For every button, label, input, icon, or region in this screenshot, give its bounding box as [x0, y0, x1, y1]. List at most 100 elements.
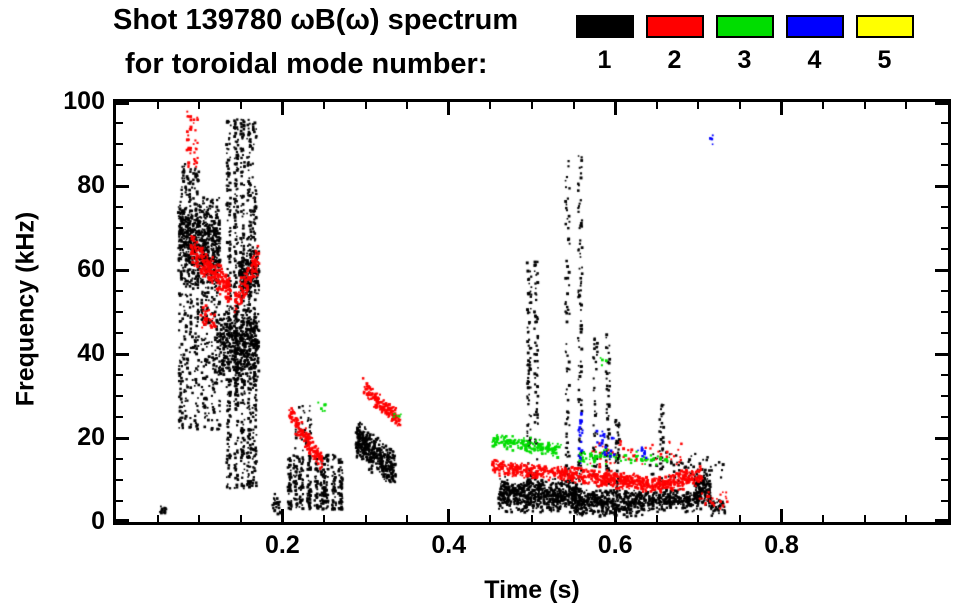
tick-mark — [941, 500, 948, 502]
legend-swatch — [855, 15, 914, 38]
tick-mark — [941, 332, 948, 334]
tick-mark — [572, 515, 575, 522]
tick-mark — [905, 515, 908, 522]
tick-mark — [935, 352, 948, 356]
tick-mark — [941, 479, 948, 481]
tick-mark — [941, 290, 948, 292]
tick-mark — [863, 515, 866, 522]
tick-mark — [935, 436, 948, 440]
tick-mark — [323, 102, 325, 109]
tick-mark — [198, 515, 201, 522]
x-tick-label: 0.4 — [431, 531, 467, 559]
tick-mark — [116, 436, 129, 440]
tick-mark — [198, 102, 201, 109]
x-tick-label: 0.2 — [265, 531, 300, 559]
legend-item-mode-2: 2 — [645, 15, 704, 75]
y-axis-label: Frequency (kHz) — [11, 211, 40, 407]
tick-mark — [935, 519, 948, 522]
tick-mark — [941, 164, 948, 166]
tick-mark — [613, 102, 617, 115]
tick-mark — [280, 509, 284, 522]
tick-mark — [822, 515, 825, 522]
tick-mark — [116, 102, 129, 105]
mode-legend: 1 2 3 4 5 — [575, 15, 914, 75]
tick-mark — [116, 164, 123, 166]
tick-mark — [780, 102, 784, 115]
y-tick-label: 20 — [77, 423, 105, 451]
y-tick-label: 40 — [77, 339, 105, 367]
tick-mark — [822, 102, 825, 109]
tick-mark — [941, 248, 948, 250]
tick-mark — [739, 102, 741, 109]
tick-mark — [941, 458, 948, 460]
tick-mark — [116, 311, 123, 313]
chart-title-line1: Shot 139780 ωB(ω) spectrum — [113, 4, 519, 36]
tick-mark — [323, 515, 325, 522]
plot-area — [113, 99, 951, 525]
tick-mark — [941, 143, 948, 145]
tick-mark — [116, 184, 129, 188]
tick-mark — [116, 332, 123, 334]
y-tick-label: 0 — [91, 507, 105, 535]
tick-mark — [780, 509, 784, 522]
tick-mark — [941, 395, 948, 397]
x-tick-label: 0.6 — [597, 531, 633, 559]
tick-mark — [935, 268, 948, 272]
tick-mark — [941, 227, 948, 229]
tick-mark — [116, 374, 123, 376]
y-tick-label: 100 — [63, 87, 105, 115]
tick-mark — [935, 184, 948, 188]
tick-mark — [531, 515, 533, 522]
x-tick-label: 0.8 — [764, 531, 799, 559]
tick-mark — [941, 206, 948, 208]
tick-mark — [364, 102, 367, 109]
tick-mark — [406, 515, 409, 522]
legend-item-mode-3: 3 — [715, 15, 774, 75]
tick-mark — [447, 102, 451, 115]
legend-mode-number: 5 — [877, 46, 892, 74]
tick-mark — [116, 206, 123, 208]
tick-mark — [655, 102, 658, 109]
tick-mark — [116, 143, 123, 145]
tick-mark — [364, 515, 367, 522]
tick-mark — [116, 395, 123, 397]
tick-mark — [941, 311, 948, 313]
tick-mark — [531, 102, 533, 109]
tick-mark — [863, 102, 866, 109]
chart-title-line2: for toroidal mode number: — [125, 48, 488, 80]
tick-mark — [116, 416, 123, 418]
legend-swatch — [645, 15, 704, 38]
tick-mark — [116, 352, 129, 356]
tick-mark — [697, 102, 700, 109]
tick-mark — [941, 416, 948, 418]
tick-mark — [447, 509, 451, 522]
tick-mark — [116, 519, 129, 522]
scatter-points-canvas — [116, 102, 948, 522]
tick-mark — [739, 515, 741, 522]
legend-mode-number: 1 — [597, 46, 612, 74]
tick-mark — [116, 479, 123, 481]
tick-mark — [239, 102, 242, 109]
tick-mark — [489, 102, 492, 109]
tick-mark — [406, 102, 409, 109]
legend-swatch — [575, 15, 634, 38]
tick-mark — [116, 458, 123, 460]
tick-mark — [116, 268, 129, 272]
tick-mark — [156, 102, 159, 109]
legend-item-mode-4: 4 — [785, 15, 844, 75]
tick-mark — [116, 122, 123, 124]
tick-mark — [489, 515, 492, 522]
legend-swatch — [715, 15, 774, 38]
tick-mark — [116, 227, 123, 229]
tick-mark — [116, 500, 123, 502]
tick-mark — [572, 102, 575, 109]
tick-mark — [941, 122, 948, 124]
tick-mark — [156, 515, 159, 522]
legend-mode-number: 4 — [807, 46, 822, 74]
legend-item-mode-1: 1 — [575, 15, 634, 75]
tick-mark — [697, 515, 700, 522]
tick-mark — [905, 102, 908, 109]
x-axis-label: Time (s) — [484, 576, 580, 604]
tick-mark — [116, 248, 123, 250]
